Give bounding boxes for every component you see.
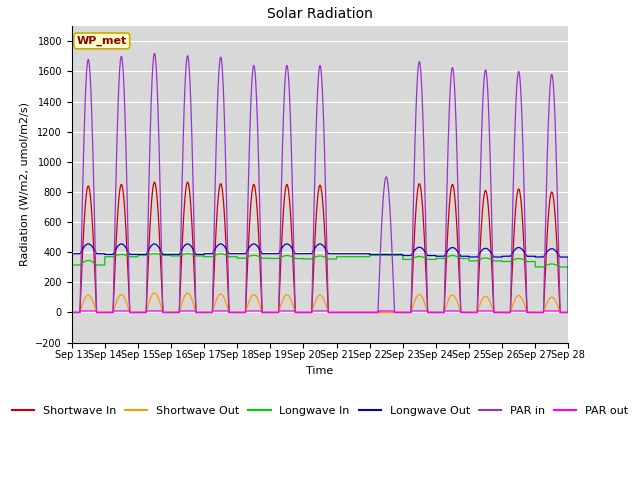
Legend: Shortwave In, Shortwave Out, Longwave In, Longwave Out, PAR in, PAR out: Shortwave In, Shortwave Out, Longwave In… (7, 402, 633, 421)
Text: WP_met: WP_met (77, 36, 127, 46)
Y-axis label: Radiation (W/m2, umol/m2/s): Radiation (W/m2, umol/m2/s) (20, 102, 30, 266)
Title: Solar Radiation: Solar Radiation (267, 7, 373, 21)
X-axis label: Time: Time (307, 366, 333, 376)
